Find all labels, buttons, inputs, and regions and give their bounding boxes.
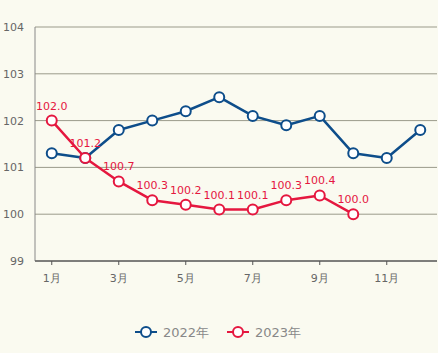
plot-area	[47, 92, 426, 219]
point	[147, 116, 157, 126]
x-axis	[35, 261, 437, 262]
y-tick-label: 101	[3, 161, 24, 174]
y-axis	[35, 27, 36, 261]
series-line	[52, 121, 354, 215]
data-label: 100.1	[204, 189, 236, 202]
chart: 99 100 101 102 103 104 1月 3月 5月 7月 9月 11月 102.0 101.2…	[0, 0, 438, 353]
point	[382, 153, 392, 163]
x-tick-label: 5月	[177, 272, 195, 285]
point	[315, 190, 325, 200]
point	[114, 176, 124, 186]
point	[80, 153, 90, 163]
x-tick	[185, 261, 186, 265]
data-label: 102.0	[36, 100, 68, 113]
x-tick-label: 1月	[43, 272, 61, 285]
background	[0, 0, 438, 353]
x-tick	[252, 261, 253, 265]
y-tick-label: 102	[3, 115, 24, 128]
point	[248, 111, 258, 121]
point	[114, 125, 124, 135]
point	[281, 195, 291, 205]
data-label: 100.0	[338, 193, 370, 206]
data-label: 100.2	[170, 184, 202, 197]
legend-marker	[233, 327, 243, 337]
point	[147, 195, 157, 205]
point	[348, 209, 358, 219]
chart-svg: 99 100 101 102 103 104 1月 3月 5月 7月 9月 11月 102.0 101.2…	[0, 0, 438, 353]
y-tick-label: 103	[3, 68, 24, 81]
data-label: 100.7	[103, 160, 135, 173]
data-label: 100.1	[237, 189, 269, 202]
y-tick-label: 104	[3, 21, 24, 34]
y-tick-label: 99	[10, 255, 24, 268]
point	[315, 111, 325, 121]
data-label: 100.3	[137, 179, 169, 192]
legend-marker	[141, 327, 151, 337]
point	[348, 148, 358, 158]
point	[47, 116, 57, 126]
point	[415, 125, 425, 135]
point	[80, 153, 90, 163]
grid-line	[35, 73, 437, 74]
legend-label: 2023年	[255, 325, 301, 340]
data-label: 100.3	[271, 179, 303, 192]
point	[214, 92, 224, 102]
x-tick-label: 11月	[374, 272, 399, 285]
x-tick	[386, 261, 387, 265]
point	[281, 120, 291, 130]
data-label: 100.4	[304, 174, 336, 187]
series-line	[52, 97, 421, 158]
y-tick-label: 100	[3, 208, 24, 221]
x-tick-label: 9月	[311, 272, 329, 285]
point	[181, 200, 191, 210]
grid-line	[35, 120, 437, 121]
point	[47, 148, 57, 158]
x-tick	[118, 261, 119, 265]
legend: 2022年 2023年	[135, 325, 301, 340]
x-tick-label: 7月	[244, 272, 262, 285]
legend-label: 2022年	[163, 325, 209, 340]
point	[248, 205, 258, 215]
grid-line	[35, 27, 437, 28]
grid-line	[35, 261, 437, 262]
grid-line	[35, 214, 437, 215]
data-label: 101.2	[70, 137, 102, 150]
point	[214, 205, 224, 215]
x-tick	[51, 261, 52, 265]
x-tick-label: 3月	[110, 272, 128, 285]
grid-line	[35, 167, 437, 168]
point	[181, 106, 191, 116]
data-labels: 102.0101.2100.7100.3100.2100.1100.1100.3…	[36, 100, 369, 207]
x-tick	[319, 261, 320, 265]
